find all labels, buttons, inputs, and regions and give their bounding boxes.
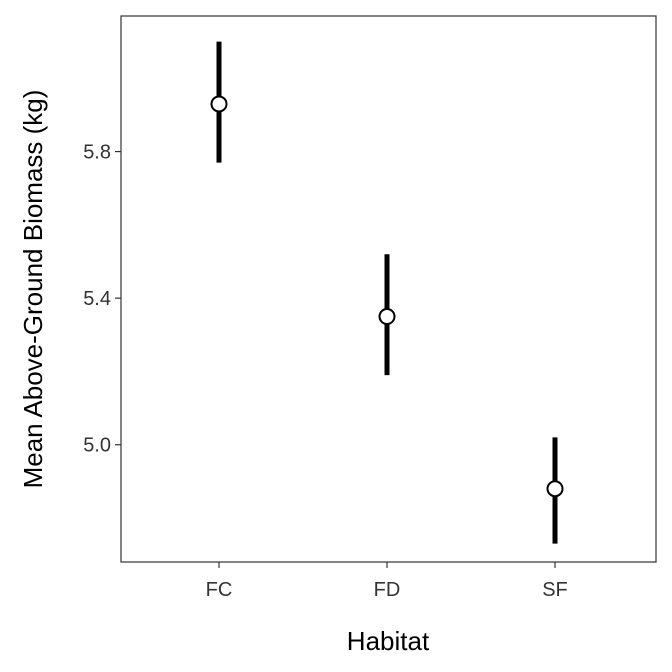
mean-point: [378, 307, 396, 325]
y-axis-title: Mean Above-Ground Biomass (kg): [18, 90, 48, 489]
mean-point: [546, 480, 564, 498]
mean-point: [210, 95, 228, 113]
y-tick-label: 5.8: [83, 142, 111, 164]
mean-points: [210, 95, 564, 498]
x-tick-label: SF: [542, 579, 568, 601]
y-tick-label: 5.0: [83, 435, 111, 457]
x-tick-label: FC: [206, 579, 233, 601]
y-axis-ticks: 5.0 5.4 5.8: [83, 142, 121, 457]
x-axis-ticks: FC FD SF: [206, 562, 568, 601]
y-tick-label: 5.4: [83, 288, 111, 310]
x-tick-label: FD: [374, 579, 401, 601]
x-axis-title: Habitat: [347, 626, 430, 656]
